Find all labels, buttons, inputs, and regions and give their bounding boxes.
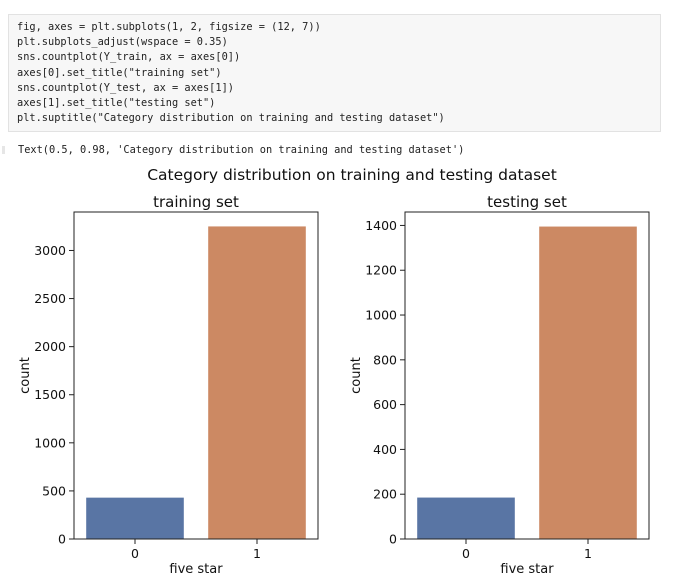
y-tick-label: 0 — [389, 532, 397, 547]
y-tick-label: 1500 — [34, 387, 66, 402]
y-tick-label: 0 — [58, 532, 66, 547]
axes-frame — [73, 211, 319, 540]
code-cell[interactable]: fig, axes = plt.subplots(1, 2, figsize =… — [8, 14, 661, 132]
y-tick-label: 2500 — [34, 291, 66, 306]
x-tick-label: 0 — [462, 546, 470, 561]
cell-output-text: Text(0.5, 0.98, 'Category distribution o… — [18, 144, 465, 156]
y-tick-label: 1200 — [365, 263, 397, 278]
y-axis-label: count — [349, 357, 364, 394]
code-line: axes[1].set_title("testing set") — [17, 97, 216, 110]
code-line: plt.suptitle("Category distribution on t… — [17, 112, 445, 125]
y-tick-label: 1000 — [34, 435, 66, 450]
bar-0 — [417, 497, 515, 539]
code-line: axes[0].set_title("training set") — [17, 66, 222, 79]
bar-1 — [208, 226, 306, 540]
x-tick-label: 1 — [253, 546, 261, 561]
y-tick-label: 500 — [42, 483, 66, 498]
output-prompt-marker — [2, 146, 5, 154]
y-tick-label: 600 — [373, 397, 397, 412]
y-tick-label: 200 — [373, 487, 397, 502]
code-line: sns.countplot(Y_train, ax = axes[0]) — [17, 51, 241, 64]
y-axis-label: count — [18, 357, 33, 394]
axes-title: testing set — [487, 193, 567, 211]
bar-0 — [86, 497, 184, 539]
x-tick-label: 1 — [584, 546, 592, 561]
figure-suptitle: Category distribution on training and te… — [147, 166, 557, 184]
training-set-axes: training set 0 500 1000 1500 2000 2500 3000 0 1 fi… — [18, 193, 319, 577]
x-axis-label: five star — [169, 562, 223, 577]
y-tick-label: 800 — [373, 352, 397, 367]
testing-set-axes: testing set 0 200 400 600 800 1000 1200 1400 0 1 fi… — [349, 193, 650, 577]
axes-frame — [404, 211, 650, 540]
code-line: sns.countplot(Y_test, ax = axes[1]) — [17, 81, 234, 94]
bar-1 — [539, 226, 637, 539]
y-tick-label: 2000 — [34, 339, 66, 354]
code-line: plt.subplots_adjust(wspace = 0.35) — [17, 36, 228, 49]
x-axis-label: five star — [500, 562, 554, 577]
axes-title: training set — [153, 193, 239, 211]
code-line: fig, axes = plt.subplots(1, 2, figsize =… — [17, 21, 321, 33]
y-tick-label: 1000 — [365, 308, 397, 323]
x-tick-label: 0 — [131, 546, 139, 561]
y-tick-label: 1400 — [365, 218, 397, 233]
y-tick-label: 3000 — [34, 243, 66, 258]
y-tick-label: 400 — [373, 442, 397, 457]
